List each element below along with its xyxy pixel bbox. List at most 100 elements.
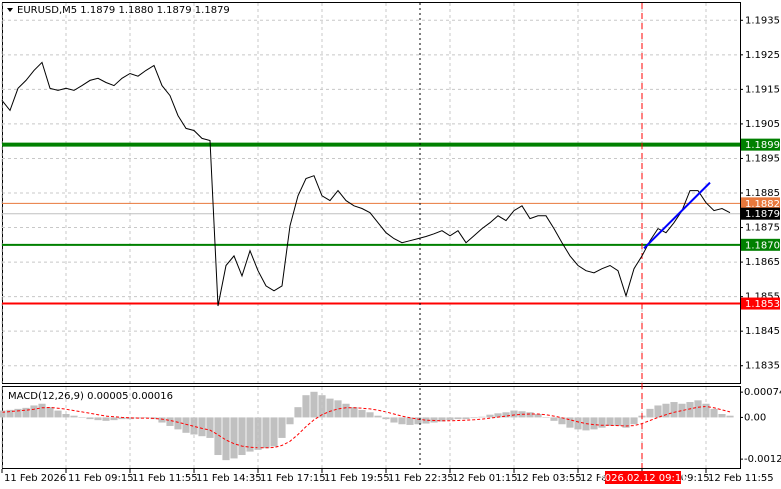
macd-bar <box>406 417 414 425</box>
y-tick-label: 1.1845 <box>745 326 780 337</box>
macd-bar <box>46 407 54 418</box>
macd-bar <box>454 417 462 420</box>
price-level-label-box <box>741 238 780 251</box>
macd-bar <box>422 417 430 424</box>
macd-bar <box>310 391 318 418</box>
macd-bar <box>118 417 126 420</box>
macd-bar <box>678 403 686 418</box>
macd-bar <box>390 417 398 423</box>
macd-bar <box>702 403 710 418</box>
x-tick-label: 12 Feb 11:55 <box>708 473 774 484</box>
price-level-label: 1.1899 <box>745 140 780 151</box>
macd-panel-frame <box>2 386 741 469</box>
x-tick-label: 11 Feb 19:55 <box>324 473 390 484</box>
macd-bar <box>254 417 262 450</box>
macd-bar <box>494 413 502 418</box>
macd-bar <box>350 407 358 418</box>
x-tick-label: 11 Feb 17:15 <box>260 473 326 484</box>
macd-bar <box>54 410 62 418</box>
macd-bar <box>22 407 30 418</box>
price-level-label-box <box>741 207 780 220</box>
macd-bar <box>414 417 422 425</box>
y-tick-label: 1.1895 <box>745 153 780 164</box>
x-tick-label: 12 Feb 01:15 <box>452 473 518 484</box>
macd-bar <box>270 417 278 447</box>
macd-bar <box>614 417 622 426</box>
macd-bar <box>542 417 550 418</box>
macd-bar <box>14 408 22 418</box>
y-tick-label: 1.1835 <box>745 361 780 372</box>
macd-bar <box>726 415 734 418</box>
macd-bar <box>158 417 166 423</box>
x-tick-label: 11 Feb 11:55 <box>132 473 198 484</box>
macd-bar <box>598 417 606 428</box>
macd-bar <box>590 417 598 430</box>
time-label-box <box>605 471 681 484</box>
macd-bar <box>0 410 6 418</box>
macd-bar <box>342 403 350 418</box>
macd-bar <box>94 417 102 421</box>
y-tick-label: 0.00 <box>744 412 766 423</box>
y-tick-label: 1.1875 <box>745 223 780 234</box>
trend-line <box>643 181 711 249</box>
macd-bar <box>358 409 366 418</box>
macd-bar <box>286 417 294 425</box>
macd-bar <box>398 417 406 425</box>
macd-bar <box>534 414 542 418</box>
macd-bar <box>686 402 694 418</box>
y-tick-label: 1.1935 <box>745 15 780 26</box>
macd-bar <box>662 403 670 418</box>
macd-bar <box>606 417 614 426</box>
macd-bar <box>30 405 38 418</box>
y-tick-label: 1.1885 <box>745 188 780 199</box>
macd-bar <box>622 417 630 428</box>
macd-bar <box>334 400 342 418</box>
macd-title: MACD(12,26,9) 0.00005 0.00016 <box>8 391 173 402</box>
macd-bar <box>86 417 94 420</box>
macd-bar <box>710 408 718 418</box>
macd-bar <box>462 417 470 420</box>
macd-bar <box>478 416 486 418</box>
macd-bar <box>486 414 494 418</box>
macd-bar <box>62 414 70 418</box>
price-level-label: 1.1870 <box>745 240 780 251</box>
price-level-label-box <box>741 138 780 151</box>
signal-line <box>1 405 731 449</box>
price-level-label: 1.1879 <box>745 209 780 220</box>
y-tick-label: 1.1915 <box>745 84 780 95</box>
y-tick-label: -0.00122 <box>744 454 781 465</box>
macd-bar <box>326 398 334 418</box>
x-tick-label: 11 Feb 14:35 <box>196 473 262 484</box>
price-level-label-box <box>741 197 780 210</box>
x-tick-label: 11 Feb 09:15 <box>68 473 134 484</box>
macd-bar <box>470 417 478 419</box>
macd-bar <box>222 417 230 461</box>
macd-bar <box>302 395 310 418</box>
y-tick-label: 1.1905 <box>745 119 780 130</box>
x-tick-label: 12 Feb 03:55 <box>516 473 582 484</box>
x-tick-label: 11 Feb 22:35 <box>388 473 454 484</box>
macd-bar <box>102 417 110 421</box>
macd-bar <box>646 408 654 418</box>
macd-bar <box>566 417 574 428</box>
chart-title: EURUSD,M5 1.1879 1.1880 1.1879 1.1879 <box>17 5 230 16</box>
macd-bar <box>38 403 46 418</box>
macd-bar <box>246 417 254 452</box>
macd-bar <box>198 417 206 437</box>
macd-bar <box>150 417 158 420</box>
menu-arrow <box>7 8 13 12</box>
macd-bar <box>70 415 78 418</box>
macd-bar <box>654 405 662 418</box>
price-level-label: 1.1882 <box>745 199 780 210</box>
macd-bar <box>294 407 302 418</box>
macd-bar <box>694 400 702 418</box>
y-tick-label: 1.1855 <box>745 292 780 303</box>
macd-bar <box>166 417 174 426</box>
macd-bar <box>110 417 118 421</box>
macd-bar <box>262 417 270 449</box>
macd-bar <box>214 417 222 456</box>
macd-bar <box>174 417 182 430</box>
price-line <box>1 61 731 307</box>
macd-bar <box>78 417 86 418</box>
